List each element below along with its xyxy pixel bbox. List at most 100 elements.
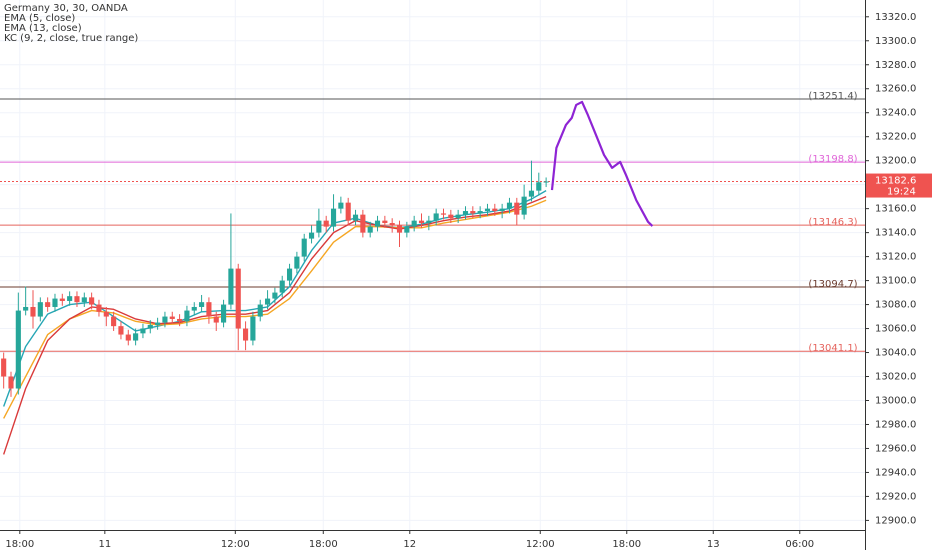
countdown-label: 19:24 — [887, 187, 916, 198]
level-label: (13146.3) — [808, 217, 857, 228]
candle-body — [177, 318, 183, 322]
candle-body — [382, 220, 388, 224]
candle-body — [162, 316, 168, 323]
candle-body — [323, 220, 329, 227]
candle-body — [213, 316, 219, 323]
price-label: 13182.6 — [875, 176, 916, 187]
legend-entry: KC (9, 2, close, true range) — [4, 33, 138, 44]
y-tick-label: 13300.0 — [875, 36, 916, 47]
y-tick-label: 13200.0 — [875, 156, 916, 167]
candle-body — [191, 306, 197, 311]
candle-body — [221, 304, 227, 323]
candle-body — [23, 306, 29, 311]
candle-body — [396, 225, 403, 233]
candle-body — [74, 296, 80, 303]
candle-body — [228, 268, 234, 305]
candle-body — [125, 334, 131, 341]
candle-body — [330, 208, 337, 227]
candle-body — [81, 297, 87, 303]
candle-body — [279, 280, 285, 293]
candle-body — [243, 328, 249, 341]
y-tick-label: 13120.0 — [875, 252, 916, 263]
indicator-line — [3, 196, 547, 455]
candle-body — [272, 292, 278, 299]
candle-body — [440, 213, 447, 215]
candle-body — [8, 376, 14, 389]
indicator-line — [3, 190, 547, 407]
candle-body — [389, 223, 395, 226]
candle-body — [404, 226, 410, 233]
x-tick-label: 18:00 — [612, 539, 641, 550]
candle-body — [155, 322, 161, 325]
candle-body — [492, 208, 498, 212]
candle-body — [360, 214, 366, 233]
candle-body — [294, 256, 300, 269]
x-tick-label: 13 — [707, 539, 720, 550]
candle-body — [411, 220, 417, 227]
y-tick-label: 12940.0 — [875, 467, 916, 478]
y-tick-label: 13240.0 — [875, 108, 916, 119]
y-tick-label: 13320.0 — [875, 12, 916, 23]
x-tick-label: 12:00 — [221, 539, 250, 550]
candle-body — [521, 196, 527, 215]
candle-body — [367, 226, 373, 233]
level-label: (13198.8) — [808, 154, 857, 165]
candle-body — [45, 302, 51, 307]
candle-body — [67, 296, 73, 301]
axes: 12900.0 12920.0 12940.0 12960.0 12980.0 13000… — [5, 12, 932, 550]
candle-body — [235, 268, 241, 329]
projection-line — [550, 100, 654, 227]
candle-body — [37, 302, 43, 317]
candle-body — [30, 306, 36, 317]
candle-body — [59, 298, 65, 301]
candle-body — [111, 316, 117, 327]
y-tick-label: 13280.0 — [875, 60, 916, 71]
candle-body — [250, 316, 256, 341]
candle-body — [169, 316, 175, 319]
candle-body — [418, 220, 425, 224]
candle-body — [514, 202, 520, 215]
y-tick-label: 13080.0 — [875, 300, 916, 311]
legend-entry: EMA (13, close) — [4, 23, 82, 34]
y-tick-label: 13060.0 — [875, 324, 916, 335]
candle-body — [338, 202, 344, 209]
y-tick-label: 13220.0 — [875, 132, 916, 143]
level-label: (13094.7) — [808, 279, 857, 290]
candle-body — [462, 211, 469, 215]
y-tick-label: 12900.0 — [875, 515, 916, 526]
candle-body — [264, 298, 271, 305]
candle-body — [286, 268, 293, 281]
candle-body — [1, 358, 7, 377]
candle-body — [184, 310, 190, 322]
candle-body — [499, 208, 505, 212]
y-tick-label: 13260.0 — [875, 84, 916, 95]
candle-body — [103, 311, 109, 317]
y-tick-label: 13140.0 — [875, 228, 916, 239]
chart-title: Germany 30, 30, OANDA — [4, 3, 128, 14]
candle-body — [199, 302, 205, 307]
y-tick-label: 13160.0 — [875, 204, 916, 215]
candle-body — [140, 328, 146, 334]
legend-entry: EMA (5, close) — [4, 13, 75, 24]
candle-body — [316, 220, 322, 233]
price-box — [866, 173, 932, 198]
candle-body — [345, 202, 351, 221]
candle-body — [426, 220, 432, 224]
candle-body — [352, 214, 359, 221]
candle-body — [506, 202, 513, 209]
y-tick-label: 12960.0 — [875, 443, 916, 454]
grid — [0, 0, 865, 530]
y-tick-label: 13000.0 — [875, 395, 916, 406]
plot: (13251.4) (13198.8) (13146.3) (13094.7) (130… — [0, 91, 865, 455]
y-tick-label: 13020.0 — [875, 372, 916, 383]
candle-body — [15, 310, 21, 389]
candle-body — [470, 211, 476, 214]
candle-body — [536, 182, 542, 191]
candle-body — [543, 181, 549, 183]
legend: Germany 30, 30, OANDA EMA (5, close)EMA … — [4, 3, 138, 44]
x-tick-label: 12:00 — [526, 539, 555, 550]
candle-body — [257, 304, 263, 317]
candle-body — [89, 297, 95, 305]
